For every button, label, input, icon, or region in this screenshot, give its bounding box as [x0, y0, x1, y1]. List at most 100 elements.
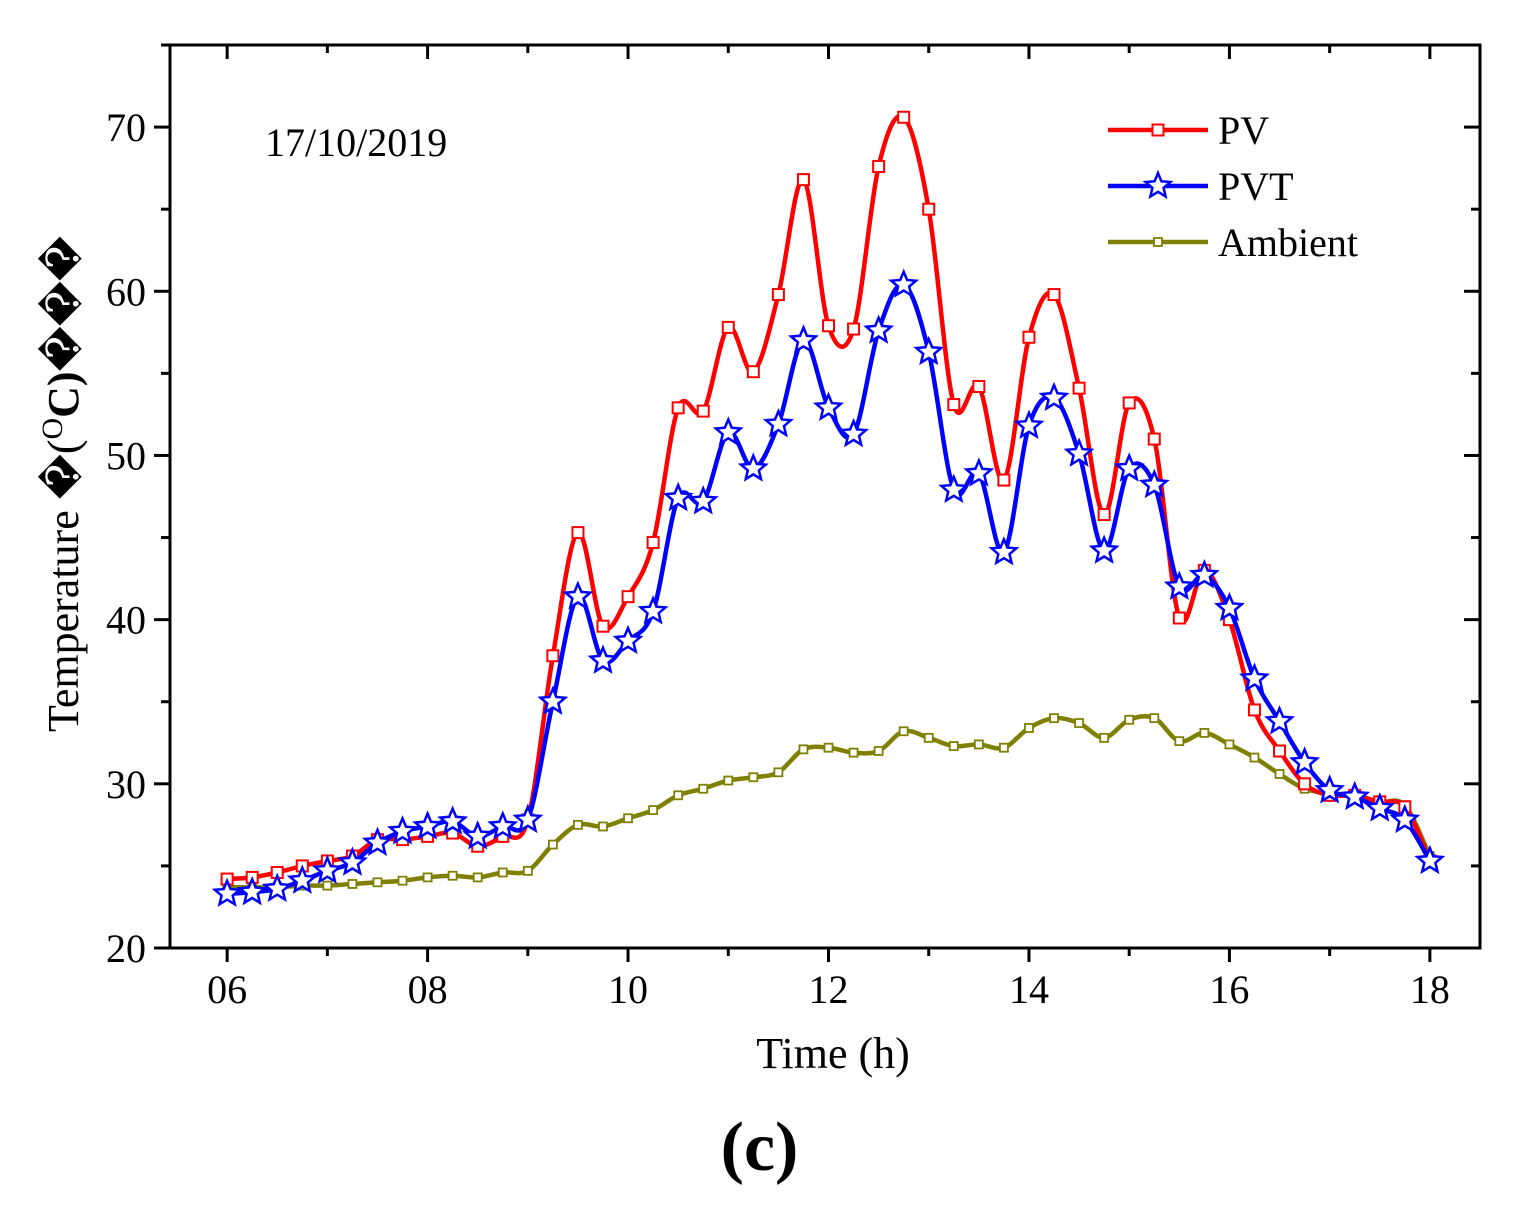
- x-tick-label: 14: [1009, 967, 1049, 1012]
- data-point-pvt: [361, 826, 393, 857]
- data-point-pv: [872, 159, 886, 173]
- data-point-ambient: [372, 877, 383, 888]
- data-point-pvt: [1063, 437, 1095, 467]
- data-point-pv: [897, 110, 911, 124]
- data-point-pvt: [963, 457, 995, 487]
- data-point-ambient: [1199, 728, 1210, 738]
- data-point-pv: [671, 401, 685, 415]
- y-tick-label: 40: [106, 598, 146, 643]
- data-point-ambient: [1174, 736, 1185, 747]
- data-point-pv: [1097, 508, 1111, 522]
- data-point-pvt: [737, 452, 769, 482]
- data-point-pv: [1047, 288, 1061, 302]
- data-point-pv: [1072, 381, 1086, 395]
- data-point-ambient: [1149, 713, 1160, 724]
- data-point-ambient: [1224, 739, 1235, 750]
- x-axis-label: Time (h): [756, 1029, 910, 1078]
- data-point-ambient: [623, 813, 633, 824]
- data-point-pvt: [387, 815, 419, 845]
- data-point-pvt: [1314, 774, 1346, 804]
- data-point-ambient: [522, 865, 533, 876]
- data-point-pvt: [437, 805, 469, 835]
- data-point-pvt: [863, 314, 895, 344]
- data-point-pvt: [336, 846, 368, 876]
- data-point-pvt: [587, 644, 619, 674]
- data-point-pv: [1122, 396, 1136, 410]
- y-tick-label: 30: [106, 762, 146, 807]
- data-point-ambient: [673, 790, 684, 801]
- data-point-ambient: [447, 870, 458, 881]
- date-annotation: 17/10/2019: [265, 120, 447, 165]
- y-axis-label-tail: ���: [37, 236, 88, 371]
- data-point-pvt: [462, 820, 494, 850]
- data-point-ambient: [848, 747, 859, 758]
- data-point-ambient: [923, 732, 934, 743]
- x-tick-label: 16: [1209, 967, 1249, 1012]
- series-line-pvt: [226, 282, 1432, 897]
- data-point-pvt: [1264, 705, 1296, 735]
- series-line-ambient: [227, 713, 1432, 890]
- data-point-ambient: [1049, 713, 1059, 724]
- x-tick-label: 08: [408, 967, 448, 1012]
- y-tick-label: 60: [106, 269, 146, 314]
- y-axis-label-unit: C): [39, 371, 88, 417]
- data-point-pvt: [812, 391, 845, 422]
- data-point-ambient: [1074, 718, 1084, 728]
- data-point-pvt: [888, 268, 920, 298]
- data-point-pv: [1172, 611, 1186, 625]
- data-point-ambient: [798, 744, 809, 755]
- data-point-pvt: [512, 803, 544, 834]
- data-point-ambient: [322, 880, 333, 891]
- data-point-pvt: [787, 324, 819, 354]
- data-point-pv: [822, 319, 836, 333]
- plot-frame: [168, 43, 1482, 950]
- data-point-ambient: [1124, 714, 1135, 725]
- data-point-ambient: [973, 739, 984, 750]
- data-point-pvt: [1188, 559, 1220, 589]
- data-point-pv: [1273, 744, 1287, 758]
- data-point-pvt: [838, 417, 870, 448]
- data-point-pvt: [211, 877, 243, 907]
- data-point-pvt: [261, 872, 293, 903]
- data-point-pv: [1022, 330, 1036, 344]
- legend-marker-pvt: [1142, 169, 1174, 200]
- data-point-pvt: [236, 875, 268, 906]
- data-point-pvt: [1088, 534, 1120, 564]
- y-tick-label: 70: [106, 105, 146, 150]
- data-point-ambient: [422, 872, 433, 883]
- data-point-ambient: [648, 805, 659, 815]
- data-point-pv: [1147, 432, 1161, 446]
- data-point-pvt: [1289, 746, 1321, 776]
- data-point-ambient: [823, 742, 834, 753]
- data-point-pv: [972, 379, 986, 393]
- data-point-pvt: [712, 416, 744, 446]
- data-point-ambient: [598, 821, 608, 832]
- figure-caption: (c): [0, 1108, 1519, 1188]
- data-point-pv: [571, 526, 585, 540]
- data-point-ambient: [773, 767, 784, 778]
- data-point-pv: [696, 404, 710, 418]
- caption-letter: c: [743, 1109, 776, 1186]
- data-point-ambient: [347, 879, 358, 889]
- data-point-ambient: [497, 867, 508, 878]
- series-ambient: [222, 713, 1435, 893]
- data-point-pvt: [487, 810, 519, 840]
- data-point-ambient: [397, 875, 408, 886]
- data-point-pvt: [1013, 409, 1045, 440]
- legend-label-pvt: PVT: [1218, 164, 1294, 209]
- x-tick-label: 18: [1410, 967, 1450, 1012]
- caption-close-paren: ): [775, 1109, 799, 1186]
- x-tick-label: 12: [809, 967, 849, 1012]
- data-point-pvt: [662, 481, 694, 512]
- data-point-ambient: [472, 872, 483, 883]
- data-point-pv: [646, 535, 660, 549]
- data-point-pv: [997, 473, 1011, 487]
- legend-label-pv: PV: [1218, 108, 1269, 153]
- data-point-pv: [721, 320, 735, 334]
- data-point-ambient: [1249, 752, 1260, 763]
- data-point-pvt: [1113, 452, 1145, 482]
- legend-marker-ambient: [1153, 237, 1163, 247]
- data-point-pv: [922, 202, 936, 216]
- data-point-pvt: [612, 624, 644, 655]
